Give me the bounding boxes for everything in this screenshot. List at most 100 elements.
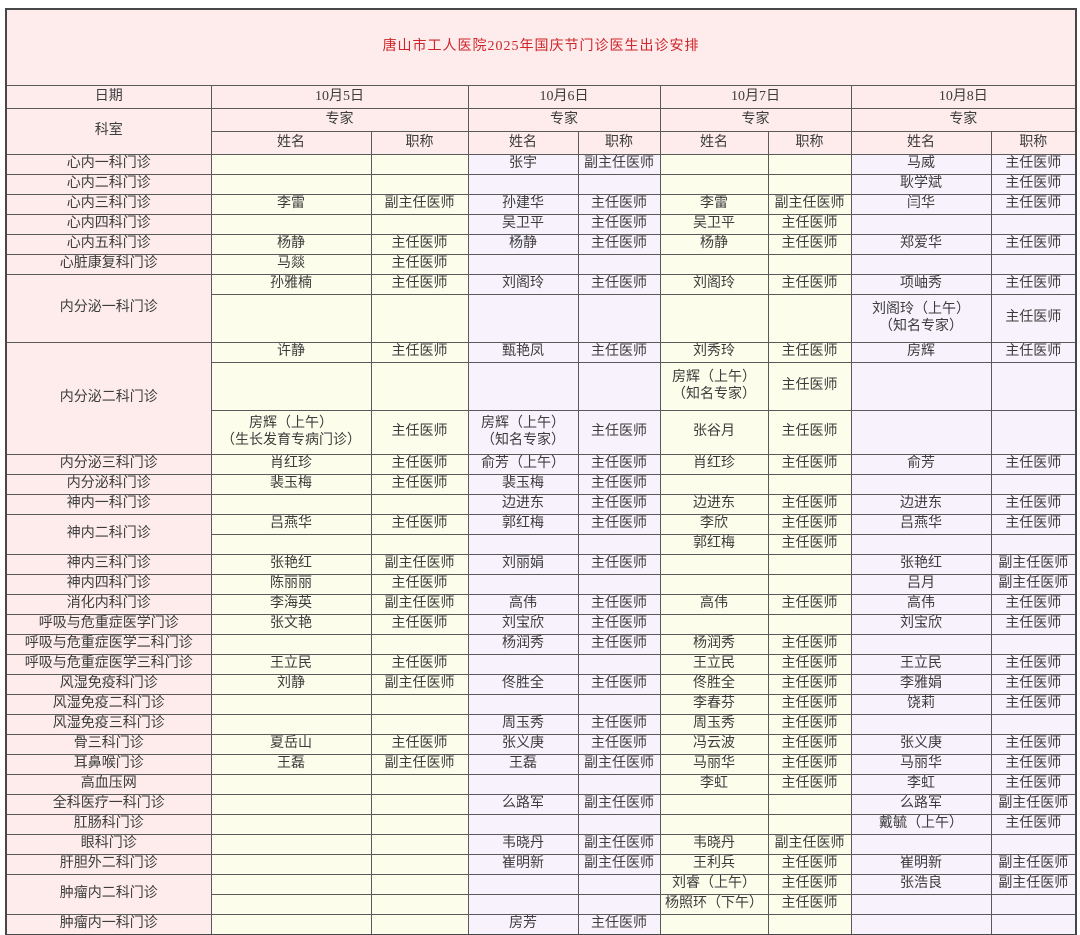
doctor-name-cell	[467, 362, 579, 411]
doctor-title-cell: 主任医师	[577, 514, 661, 535]
doctor-title-cell	[370, 634, 469, 655]
table-row: 内分泌一科门诊 孙雅楠 主任医师 刘阁玲 主任医师 刘阁玲 主任医师 项岫秀 主任医师	[5, 274, 1077, 343]
name-header-oct8: 姓名	[850, 131, 992, 155]
doctor-name-cell	[850, 254, 992, 275]
schedule-table-body: 心内一科门诊 张宇 副主任医师 马威 主任医师 心内二科门诊 耿学斌 主任医师 心内三科门诊 李雷…	[5, 154, 1077, 935]
doctor-name-cell: 周玉秀	[659, 714, 769, 735]
doctor-name-cell: 刘静	[210, 674, 372, 695]
doctor-title-cell	[767, 814, 852, 835]
doctor-title-cell: 副主任医师	[577, 854, 661, 875]
doctor-title-cell: 副主任医师	[577, 794, 661, 815]
doctor-name-cell: 高伟	[659, 594, 769, 615]
table-row: 神内二科门诊 吕燕华 主任医师 郭红梅 主任医师 李欣 主任医师 吕燕华 主任医师	[5, 514, 1077, 555]
department-cell: 肝胆外二科门诊	[5, 854, 212, 875]
doctor-title-cell	[577, 654, 661, 675]
doctor-name-cell	[467, 874, 579, 895]
doctor-name-cell: 房芳	[467, 914, 579, 935]
doctor-title-cell	[577, 774, 661, 795]
doctor-name-cell: 么路军	[467, 794, 579, 815]
doctor-title-cell: 副主任医师	[370, 594, 469, 615]
doctor-name-cell: 王立民	[659, 654, 769, 675]
date-header-oct8: 10月8日	[850, 85, 1077, 109]
doctor-title-cell: 主任医师	[990, 174, 1077, 195]
doctor-title-cell: 主任医师	[990, 814, 1077, 835]
doctor-name-cell	[467, 574, 579, 595]
doctor-title-cell: 主任医师	[767, 514, 852, 535]
doctor-name-cell	[210, 294, 372, 343]
doctor-title-cell: 主任医师	[990, 494, 1077, 515]
doctor-title-cell: 主任医师	[767, 674, 852, 695]
table-row: 风湿免疫科门诊 刘静 副主任医师 佟胜全 主任医师 佟胜全 主任医师 李雅娟 主任医师	[5, 674, 1077, 695]
doctor-name-cell: 佟胜全	[659, 674, 769, 695]
doctor-name-cell: 俞芳（上午）	[467, 454, 579, 475]
table-row: 心内三科门诊 李雷 副主任医师 孙建华 主任医师 李雷 副主任医师 闫华 主任医师	[5, 194, 1077, 215]
doctor-title-cell	[370, 534, 469, 555]
doctor-title-cell	[370, 894, 469, 915]
doctor-title-cell	[990, 714, 1077, 735]
department-cell: 心内五科门诊	[5, 234, 212, 255]
doctor-name-cell	[210, 534, 372, 555]
doctor-title-cell	[767, 794, 852, 815]
doctor-title-cell: 主任医师	[577, 494, 661, 515]
doctor-title-cell: 主任医师	[767, 454, 852, 475]
doctor-name-cell: 李雅娟	[850, 674, 992, 695]
doctor-title-cell	[370, 294, 469, 343]
doctor-name-cell: 郑爱华	[850, 234, 992, 255]
schedule-table: 唐山市工人医院2025年国庆节门诊医生出诊安排 日期 10月5日 10月6日 1…	[5, 8, 1078, 935]
doctor-name-cell: 肖红珍	[659, 454, 769, 475]
doctor-title-cell: 主任医师	[767, 274, 852, 295]
header-date-row: 日期 10月5日 10月6日 10月7日 10月8日	[5, 85, 1077, 109]
doctor-name-cell	[467, 254, 579, 275]
table-row: 肛肠科门诊 戴毓（上午） 主任医师	[5, 814, 1077, 835]
doctor-name-cell: 肖红珍	[210, 454, 372, 475]
doctor-title-cell	[370, 494, 469, 515]
doctor-title-cell	[577, 174, 661, 195]
doctor-title-cell	[990, 834, 1077, 855]
doctor-name-cell: 王磊	[467, 754, 579, 775]
doctor-title-cell	[767, 614, 852, 635]
doctor-title-cell: 主任医师	[767, 234, 852, 255]
doctor-name-cell: 许静	[210, 342, 372, 363]
page-title: 唐山市工人医院2025年国庆节门诊医生出诊安排	[5, 8, 1077, 86]
doctor-name-cell	[659, 554, 769, 575]
doctor-name-cell: 李欣	[659, 514, 769, 535]
doctor-name-cell: 刘宝欣	[467, 614, 579, 635]
doctor-name-cell: 崔明新	[850, 854, 992, 875]
doctor-title-cell: 主任医师	[767, 694, 852, 715]
doctor-title-cell: 主任医师	[767, 874, 852, 895]
doctor-title-cell: 主任医师	[370, 342, 469, 363]
doctor-name-cell: 韦晓丹	[467, 834, 579, 855]
department-cell: 神内二科门诊	[5, 514, 212, 555]
table-row: 房辉（上午） （生长发育专病门诊） 主任医师 房辉（上午） （知名专家） 主任医师 张谷…	[6, 410, 1077, 455]
table-row: 高血压网 李虹 主任医师 李虹 主任医师	[5, 774, 1077, 795]
date-header-oct6: 10月6日	[467, 85, 661, 109]
doctor-title-cell	[370, 794, 469, 815]
doctor-name-cell: 夏岳山	[210, 734, 372, 755]
doctor-name-cell: 张谷月	[659, 410, 769, 455]
title-header-oct5: 职称	[370, 131, 469, 155]
doctor-name-cell: 孙建华	[467, 194, 579, 215]
doctor-name-cell: 李虹	[850, 774, 992, 795]
table-row: 眼科门诊 韦晓丹 副主任医师 韦晓丹 副主任医师	[5, 834, 1077, 855]
doctor-name-cell: 吕燕华	[850, 514, 992, 535]
doctor-title-cell: 主任医师	[577, 614, 661, 635]
doctor-title-cell: 主任医师	[990, 774, 1077, 795]
doctor-name-cell	[210, 774, 372, 795]
doctor-title-cell	[767, 154, 852, 175]
doctor-title-cell	[370, 814, 469, 835]
doctor-title-cell	[577, 534, 661, 555]
doctor-title-cell	[990, 634, 1077, 655]
doctor-name-cell: 房辉（上午） （生长发育专病门诊）	[210, 410, 372, 455]
doctor-name-cell: 房辉（上午） （知名专家）	[467, 410, 579, 455]
doctor-title-cell: 主任医师	[577, 914, 661, 935]
doctor-name-cell: 边进东	[467, 494, 579, 515]
doctor-title-cell: 主任医师	[990, 234, 1077, 255]
department-cell: 心内三科门诊	[5, 194, 212, 215]
doctor-title-cell: 副主任医师	[370, 194, 469, 215]
doctor-name-cell: 张义庚	[467, 734, 579, 755]
doctor-title-cell: 副主任医师	[577, 834, 661, 855]
department-cell: 心脏康复科门诊	[5, 254, 212, 275]
doctor-title-cell	[767, 294, 852, 343]
table-row: 心内一科门诊 张宇 副主任医师 马威 主任医师	[5, 154, 1077, 175]
